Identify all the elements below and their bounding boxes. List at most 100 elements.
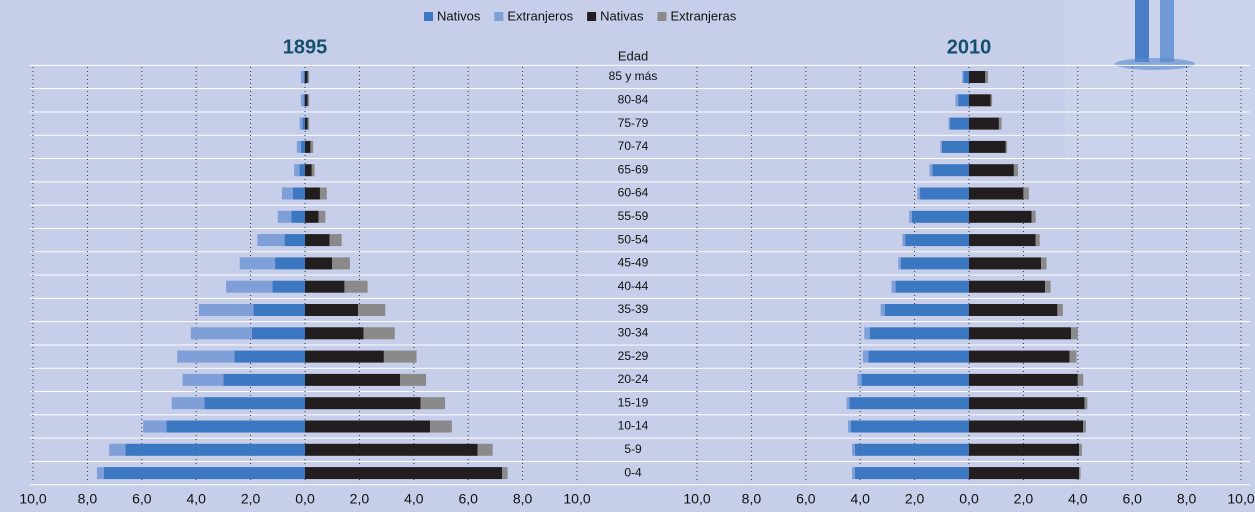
bar [318, 210, 326, 223]
bar [307, 117, 310, 130]
x-tick-label: 10,0 [563, 491, 590, 507]
bar [430, 420, 452, 433]
bar [303, 71, 305, 83]
bar [847, 420, 851, 433]
bar [305, 373, 401, 386]
bar [1083, 420, 1086, 433]
bar [125, 443, 305, 456]
bar [311, 164, 315, 177]
category-label: 10-14 [618, 419, 649, 433]
bar [363, 327, 395, 340]
bar [1041, 257, 1047, 270]
bar [969, 304, 1058, 316]
bar [294, 164, 300, 177]
legend-label: Extranjeros [507, 8, 573, 23]
bar [861, 373, 969, 386]
bar [969, 71, 986, 83]
bar [171, 397, 205, 410]
bar [998, 117, 1002, 130]
bar [941, 140, 969, 153]
bar [969, 350, 1070, 363]
bar [310, 140, 314, 153]
bar [958, 94, 969, 107]
bar [1031, 210, 1036, 223]
bar [940, 140, 942, 153]
bar [902, 234, 906, 247]
x-tick-label: 10,0 [683, 491, 710, 507]
bar [920, 187, 969, 200]
bar [990, 94, 993, 107]
category-label: 50-54 [618, 232, 649, 246]
bar [305, 257, 333, 270]
bar [891, 280, 896, 293]
bar [857, 373, 862, 386]
x-tick-label: 0,0 [295, 491, 315, 507]
bar [948, 117, 950, 130]
bar [305, 350, 384, 363]
bar [854, 467, 969, 480]
x-tick-label: 6,0 [1122, 491, 1142, 507]
x-tick-label: 6,0 [458, 491, 478, 507]
bar [277, 210, 292, 223]
bar [949, 117, 969, 130]
figure-decoration [1065, 0, 1255, 160]
bar [257, 234, 285, 247]
bar [1013, 164, 1018, 177]
category-label: 30-34 [618, 325, 649, 339]
category-label: 45-49 [618, 256, 649, 270]
bar [272, 280, 305, 293]
bar [1079, 443, 1082, 456]
bar [854, 443, 969, 456]
category-label: 35-39 [618, 302, 649, 316]
bar [1084, 397, 1088, 410]
bar [198, 304, 254, 316]
x-tick-label: 2,0 [241, 491, 261, 507]
bar [332, 257, 350, 270]
bar [234, 350, 305, 363]
bar [909, 210, 912, 223]
bar [969, 467, 1080, 480]
legend-swatch [587, 12, 597, 21]
bar [182, 373, 224, 386]
bar [344, 280, 368, 293]
x-tick-label: 2,0 [905, 491, 925, 507]
bar [296, 140, 301, 153]
bar [969, 234, 1036, 247]
bar [307, 94, 310, 107]
bar [969, 420, 1084, 433]
bar [846, 397, 850, 410]
bar [305, 94, 308, 107]
bar [963, 71, 969, 83]
bar [898, 257, 901, 270]
bar [1077, 373, 1084, 386]
x-tick-label: 10,0 [1227, 491, 1254, 507]
bar [1023, 187, 1029, 200]
bar [204, 397, 305, 410]
bar [955, 94, 959, 107]
panel-title: 2010 [947, 36, 992, 58]
bar [869, 327, 969, 340]
bar [300, 71, 304, 83]
category-label: 75-79 [618, 116, 649, 130]
legend-swatch [657, 12, 667, 21]
bar [969, 94, 991, 107]
x-tick-label: 8,0 [513, 491, 533, 507]
x-tick-label: 6,0 [132, 491, 152, 507]
category-label: 40-44 [618, 279, 649, 293]
bar [166, 420, 305, 433]
bar [239, 257, 276, 270]
category-label: 65-69 [618, 162, 649, 176]
category-label: 15-19 [618, 395, 649, 409]
bar [1057, 304, 1063, 316]
bar [895, 280, 969, 293]
category-label: 60-64 [618, 186, 649, 200]
bar [226, 280, 273, 293]
x-tick-label: 10,0 [19, 491, 46, 507]
bar [1045, 280, 1051, 293]
bar [400, 373, 427, 386]
legend-label: Extranjeras [670, 8, 736, 23]
bar [852, 443, 855, 456]
x-tick-label: 8,0 [1177, 491, 1197, 507]
bar [868, 350, 969, 363]
bar [96, 467, 104, 480]
